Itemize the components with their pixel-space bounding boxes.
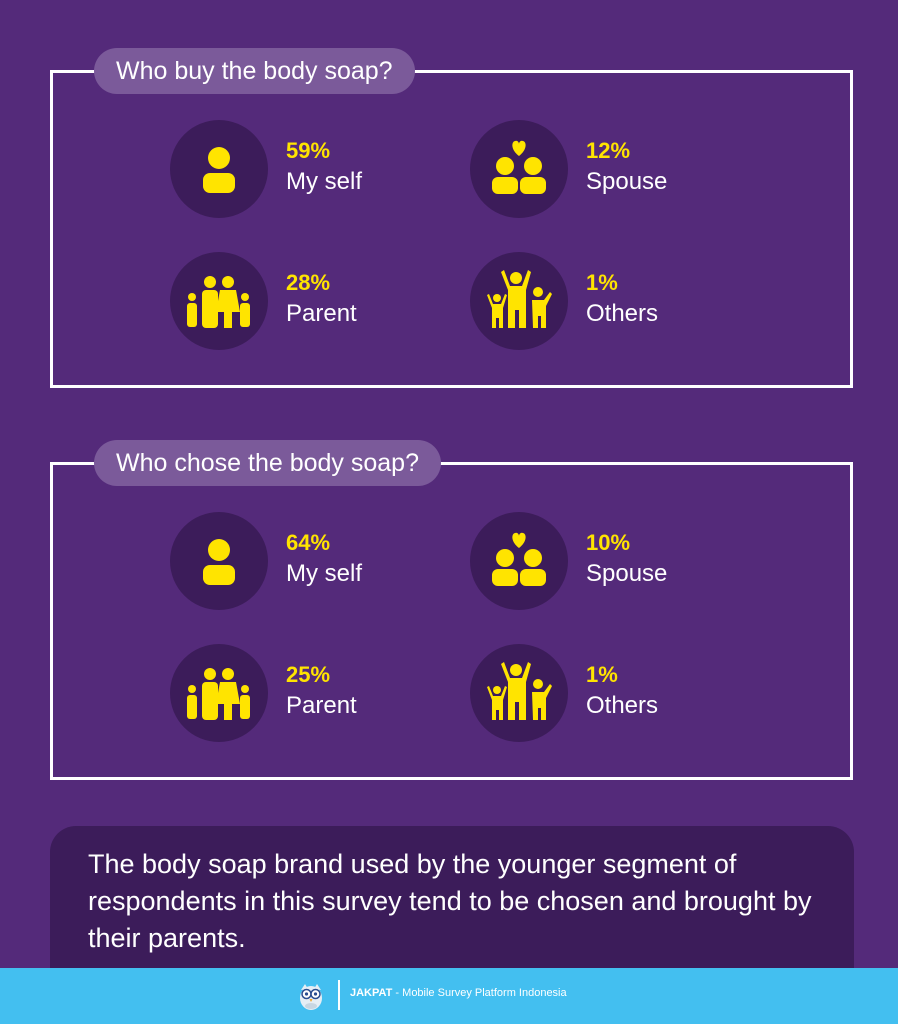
buy-item-myself: 59% My self	[170, 120, 470, 220]
footer-brand: JAKPAT - Mobile Survey Platform Indonesi…	[350, 987, 567, 999]
brand-name: JAKPAT	[350, 987, 393, 999]
buy-others-label: Others	[586, 300, 659, 327]
conclusion-panel: The body soap brand used by the younger …	[50, 826, 854, 976]
chose-others-percent: 1%	[586, 662, 618, 687]
chose-frame	[50, 462, 853, 780]
brand-tagline: - Mobile Survey Platform Indonesia	[392, 987, 567, 999]
couple-heart-icon	[470, 512, 568, 610]
chose-item-spouse: 10% Spouse	[470, 512, 770, 612]
buy-title: Who buy the body soap?	[94, 48, 415, 94]
buy-spouse-label: Spouse	[586, 168, 668, 195]
couple-heart-icon	[470, 120, 568, 218]
footer-divider	[338, 980, 340, 1010]
buy-frame	[50, 70, 853, 388]
family-icon	[170, 644, 268, 742]
chose-item-others: 1% Others	[470, 644, 770, 744]
buy-parent-label: Parent	[286, 300, 357, 327]
chose-myself-percent: 64%	[286, 530, 331, 555]
owl-logo-icon	[300, 984, 322, 1010]
chose-title: Who chose the body soap?	[94, 440, 441, 486]
chose-spouse-label: Spouse	[586, 560, 668, 587]
buy-parent-percent: 28%	[286, 270, 331, 295]
buy-item-spouse: 12% Spouse	[470, 120, 770, 220]
buy-item-others: 1% Others	[470, 252, 770, 352]
chose-parent-percent: 25%	[286, 662, 331, 687]
chose-spouse-percent: 10%	[586, 530, 631, 555]
chose-others-label: Others	[586, 692, 659, 719]
buy-myself-percent: 59%	[286, 138, 331, 163]
family-icon	[170, 252, 268, 350]
group-cheering-icon	[470, 644, 568, 742]
person-icon	[170, 120, 268, 218]
buy-myself-label: My self	[286, 168, 363, 195]
footer-bar: JAKPAT - Mobile Survey Platform Indonesi…	[0, 968, 898, 1024]
group-cheering-icon	[470, 252, 568, 350]
buy-item-parent: 28% Parent	[170, 252, 470, 352]
person-icon	[170, 512, 268, 610]
chose-item-parent: 25% Parent	[170, 644, 470, 744]
chose-parent-label: Parent	[286, 692, 357, 719]
conclusion-text: The body soap brand used by the younger …	[88, 849, 812, 953]
buy-others-percent: 1%	[586, 270, 618, 295]
buy-spouse-percent: 12%	[586, 138, 631, 163]
chose-item-myself: 64% My self	[170, 512, 470, 612]
chose-myself-label: My self	[286, 560, 363, 587]
